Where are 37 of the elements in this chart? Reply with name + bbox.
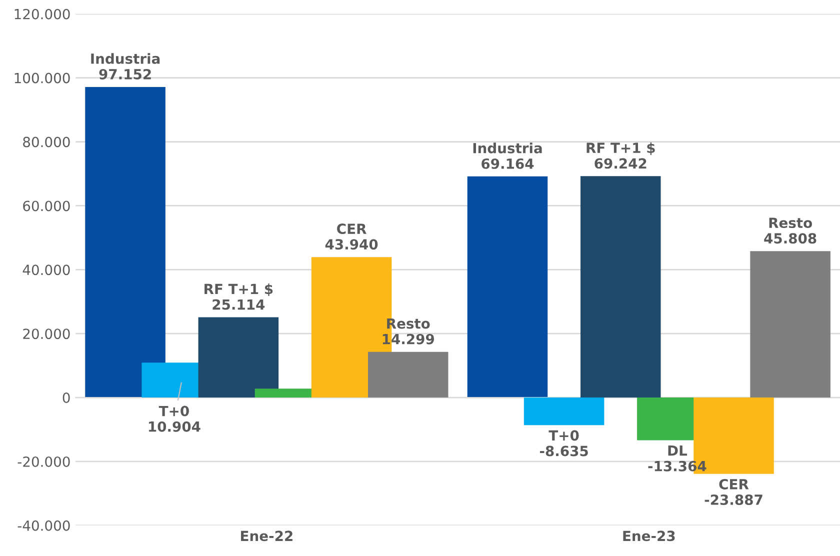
x-tick-label: Ene-22 <box>241 530 292 542</box>
data-label: 45.808 <box>764 233 816 244</box>
data-label: 43.940 <box>325 239 378 250</box>
data-label: 97.152 <box>99 68 151 80</box>
y-tick-label: -20.000 <box>18 456 70 467</box>
series-label: T+0 <box>548 430 579 441</box>
text: CER <box>337 224 366 234</box>
y-tick-label: 60.000 <box>23 200 70 212</box>
data-label: 69.242 <box>594 158 646 169</box>
series-label: Resto <box>769 218 812 228</box>
data-label: -8.635 <box>540 446 588 456</box>
bar <box>85 86 166 398</box>
data-label: 69.164 <box>482 158 534 169</box>
data-label: 25.114 <box>212 299 265 310</box>
bar <box>524 398 604 426</box>
text: RF T+1 $ <box>586 142 655 155</box>
y-tick-label: 0 <box>62 392 70 404</box>
y-tick-label: 80.000 <box>23 136 70 148</box>
bar <box>750 251 830 398</box>
text: T+0 <box>158 406 189 416</box>
y-tick-label: 100.000 <box>14 72 70 84</box>
x-tick-label: Ene-23 <box>623 530 675 542</box>
series-label: CER <box>719 478 749 490</box>
text: Industria <box>473 142 542 154</box>
y-tick-label: 40.000 <box>22 264 70 276</box>
series-label: RF T+1 $ <box>204 283 273 296</box>
bar <box>368 352 448 398</box>
y-tick-label: 120.000 <box>14 8 70 20</box>
data-label: 10.904 <box>148 421 200 432</box>
bar <box>580 176 661 398</box>
y-tick-label: -40.000 <box>18 520 70 531</box>
series-label: Industria <box>91 53 160 64</box>
bar <box>467 176 548 398</box>
y-tick-label: 20.000 <box>23 328 70 340</box>
data-label: -23.887 <box>704 494 762 506</box>
bar <box>198 317 279 398</box>
series-label: DL <box>668 445 687 456</box>
